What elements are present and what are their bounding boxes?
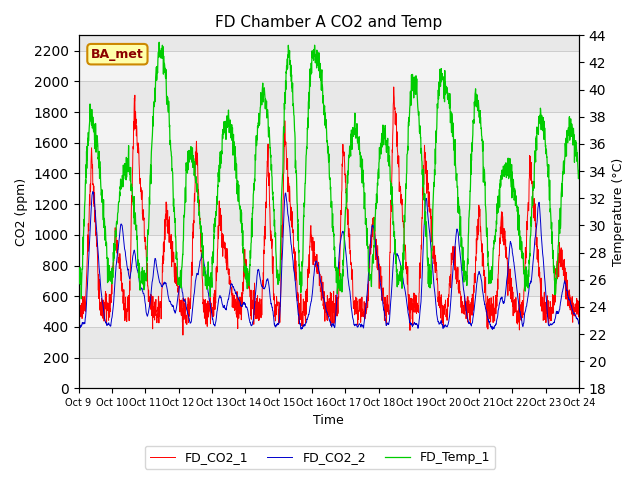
Y-axis label: CO2 (ppm): CO2 (ppm) xyxy=(15,178,28,246)
FD_CO2_2 xyxy=(318,286,326,291)
Line: FD_CO2_2: FD_CO2_2 xyxy=(79,192,579,329)
FD_Temp_1 xyxy=(100,216,108,221)
FD_CO2_1 xyxy=(318,289,326,295)
FD_CO2_2 xyxy=(488,326,496,332)
FD_Temp_1 xyxy=(77,296,85,301)
FD_CO2_2 xyxy=(561,278,568,284)
Legend: FD_CO2_1, FD_CO2_2, FD_Temp_1: FD_CO2_1, FD_CO2_2, FD_Temp_1 xyxy=(145,446,495,469)
Text: BA_met: BA_met xyxy=(91,48,144,60)
FD_Temp_1 xyxy=(305,89,313,95)
FD_CO2_2 xyxy=(575,321,583,327)
Bar xyxy=(79,296,579,327)
FD_CO2_2 xyxy=(100,314,108,320)
FD_Temp_1 xyxy=(156,39,163,45)
FD_CO2_2 xyxy=(561,279,569,285)
FD_CO2_1 xyxy=(561,279,568,285)
X-axis label: Time: Time xyxy=(314,414,344,427)
FD_CO2_1 xyxy=(75,292,83,298)
FD_CO2_1 xyxy=(575,308,583,313)
FD_CO2_2 xyxy=(305,312,313,318)
FD_CO2_1 xyxy=(179,332,187,338)
FD_CO2_1 xyxy=(561,265,569,271)
Title: FD Chamber A CO2 and Temp: FD Chamber A CO2 and Temp xyxy=(215,15,442,30)
FD_Temp_1 xyxy=(561,156,568,162)
FD_Temp_1 xyxy=(319,83,326,88)
Y-axis label: Temperature (°C): Temperature (°C) xyxy=(612,158,625,266)
Bar xyxy=(79,358,579,388)
FD_CO2_1 xyxy=(390,84,397,90)
Bar xyxy=(79,51,579,82)
FD_Temp_1 xyxy=(575,168,583,173)
FD_Temp_1 xyxy=(561,153,569,159)
FD_CO2_2 xyxy=(469,316,477,322)
Bar xyxy=(79,112,579,143)
Line: FD_Temp_1: FD_Temp_1 xyxy=(79,42,579,299)
FD_CO2_1 xyxy=(469,308,477,313)
FD_Temp_1 xyxy=(75,277,83,283)
FD_CO2_1 xyxy=(100,318,108,324)
Bar xyxy=(79,173,579,204)
FD_CO2_2 xyxy=(89,189,97,194)
Line: FD_CO2_1: FD_CO2_1 xyxy=(79,87,579,335)
Bar xyxy=(79,235,579,265)
FD_CO2_2 xyxy=(75,324,83,330)
FD_Temp_1 xyxy=(469,118,477,123)
FD_CO2_1 xyxy=(305,265,313,271)
